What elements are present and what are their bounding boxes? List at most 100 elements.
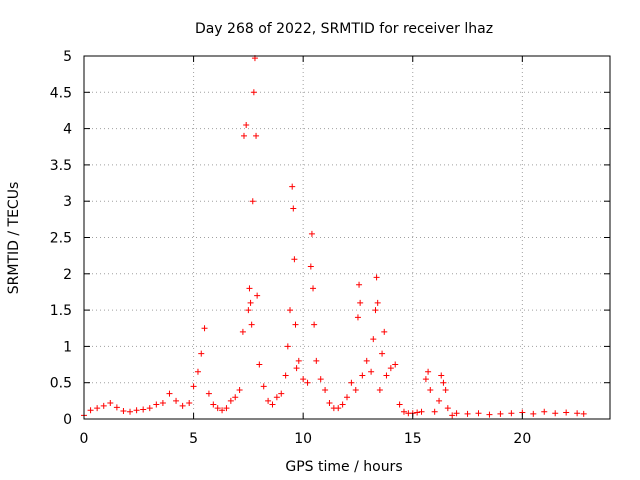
grid-lines [84, 56, 610, 419]
data-point [311, 321, 318, 328]
data-point [497, 410, 504, 417]
data-point [414, 409, 421, 416]
data-point [287, 307, 294, 314]
y-tick-label: 1 [63, 339, 72, 355]
data-point [278, 390, 285, 397]
data-point [508, 410, 515, 417]
data-point [422, 376, 429, 383]
data-point [247, 299, 254, 306]
data-point [265, 397, 272, 404]
plot-frame [83, 55, 611, 420]
data-point [245, 307, 252, 314]
data-point [186, 400, 193, 407]
y-tick-labels: 0 0.5 1 1.5 2 2.5 3 3.5 4 4.5 5 [50, 49, 72, 428]
data-point [250, 89, 257, 96]
data-point [282, 372, 289, 379]
data-point [425, 368, 432, 375]
data-point [383, 372, 390, 379]
data-point [140, 406, 147, 413]
data-point [198, 350, 205, 357]
data-point [227, 397, 234, 404]
x-tick-label: 0 [80, 431, 89, 447]
data-point [370, 336, 377, 343]
data-point [223, 405, 230, 412]
data-point [317, 376, 324, 383]
y-tick-label: 3 [63, 194, 72, 210]
data-point [214, 405, 221, 412]
data-point [307, 263, 314, 270]
x-axis-label: GPS time / hours [285, 459, 402, 475]
data-point [357, 299, 364, 306]
data-point [359, 372, 366, 379]
data-point [442, 386, 449, 393]
data-point [232, 394, 239, 401]
data-point [387, 365, 394, 372]
data-point [313, 357, 320, 364]
y-tick-label: 3.5 [50, 158, 72, 174]
data-point [205, 390, 212, 397]
y-tick-label: 1.5 [50, 303, 72, 319]
data-point [348, 379, 355, 386]
data-point [339, 401, 346, 408]
data-point [326, 400, 333, 407]
x-tick-label: 10 [294, 431, 312, 447]
data-point [352, 386, 359, 393]
data-point [392, 361, 399, 368]
data-point [440, 379, 447, 386]
data-point [153, 401, 160, 408]
data-point [173, 397, 180, 404]
y-tick-label: 4.5 [50, 85, 72, 101]
data-point [159, 400, 166, 407]
data-point [146, 405, 153, 412]
y-tick-label: 4 [63, 122, 72, 138]
data-point [322, 386, 329, 393]
y-tick-label: 0 [63, 412, 72, 428]
data-point [368, 368, 375, 375]
data-point [94, 405, 101, 412]
data-point [541, 408, 548, 415]
data-point [563, 409, 570, 416]
data-point [289, 183, 296, 190]
data-point [475, 410, 482, 417]
data-point [291, 256, 298, 263]
x-tick-label: 20 [513, 431, 531, 447]
data-point [253, 132, 260, 139]
data-point [308, 230, 315, 237]
y-tick-label: 0.5 [50, 376, 72, 392]
y-tick-label: 2.5 [50, 231, 72, 247]
data-point [376, 386, 383, 393]
data-point [427, 386, 434, 393]
data-point [438, 372, 445, 379]
data-point [133, 407, 140, 414]
data-point [284, 343, 291, 350]
data-point [373, 274, 380, 281]
data-point [236, 386, 243, 393]
data-point [260, 383, 267, 390]
data-point [374, 299, 381, 306]
data-point [87, 407, 94, 414]
data-point [293, 365, 300, 372]
data-point [166, 390, 173, 397]
data-point [254, 292, 261, 299]
data-point [381, 328, 388, 335]
data-point [344, 394, 350, 401]
data-point [120, 408, 127, 415]
data-point [431, 408, 438, 415]
data-point [304, 379, 311, 386]
data-point [436, 397, 443, 404]
data-point [449, 412, 456, 419]
data-point [356, 281, 363, 288]
data-point [363, 357, 370, 364]
data-point [201, 325, 208, 332]
chart-title: Day 268 of 2022, SRMTID for receiver lha… [195, 21, 493, 37]
y-axis-label: SRMTID / TECUs [6, 182, 22, 295]
data-point [248, 321, 255, 328]
y-tick-label: 5 [63, 49, 72, 65]
x-tick-label: 15 [404, 431, 422, 447]
data-point [240, 132, 247, 139]
data-point [269, 401, 276, 408]
data-point [113, 404, 120, 411]
data-point [464, 410, 471, 417]
data-point [444, 405, 451, 412]
